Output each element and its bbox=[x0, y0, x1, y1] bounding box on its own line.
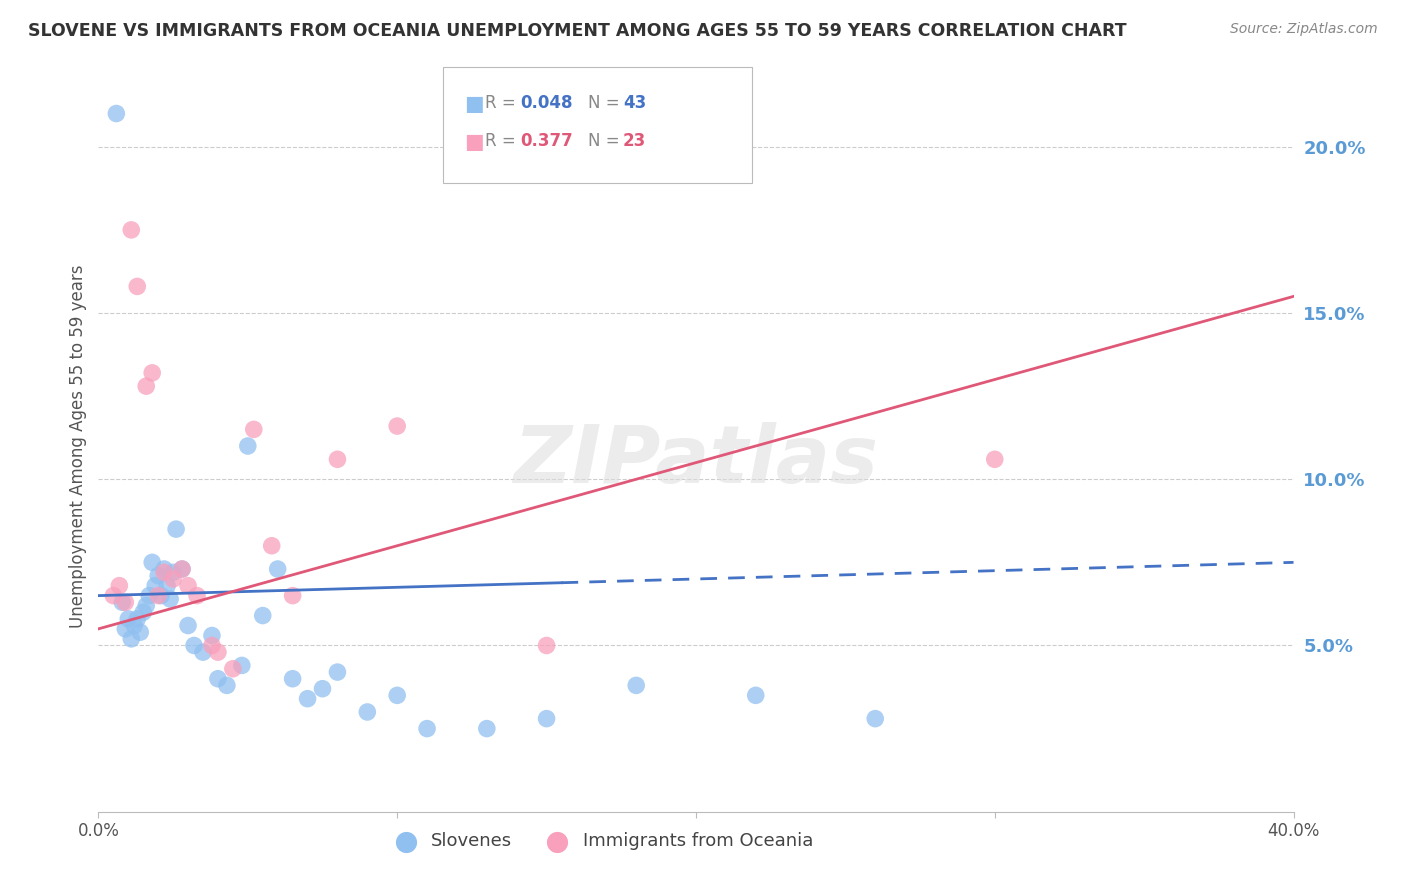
Text: ■: ■ bbox=[464, 132, 484, 152]
Point bbox=[124, 618, 146, 632]
Point bbox=[191, 645, 214, 659]
Point bbox=[207, 645, 229, 659]
Point bbox=[183, 639, 205, 653]
Point bbox=[132, 605, 155, 619]
Point bbox=[385, 419, 409, 434]
Text: 0.377: 0.377 bbox=[520, 132, 574, 150]
Text: SLOVENE VS IMMIGRANTS FROM OCEANIA UNEMPLOYMENT AMONG AGES 55 TO 59 YEARS CORREL: SLOVENE VS IMMIGRANTS FROM OCEANIA UNEMP… bbox=[28, 22, 1126, 40]
Point bbox=[177, 579, 200, 593]
Text: N =: N = bbox=[588, 132, 624, 150]
Point bbox=[114, 622, 136, 636]
Point bbox=[281, 672, 304, 686]
Point bbox=[326, 452, 349, 467]
Point bbox=[148, 589, 170, 603]
Point bbox=[536, 639, 558, 653]
Point bbox=[984, 452, 1007, 467]
Point bbox=[281, 589, 304, 603]
Text: 0.048: 0.048 bbox=[520, 94, 572, 112]
Text: N =: N = bbox=[588, 94, 624, 112]
Point bbox=[141, 366, 163, 380]
Point bbox=[416, 722, 439, 736]
Point bbox=[129, 625, 152, 640]
Point bbox=[120, 223, 142, 237]
Point bbox=[186, 589, 208, 603]
Y-axis label: Unemployment Among Ages 55 to 59 years: Unemployment Among Ages 55 to 59 years bbox=[69, 264, 87, 628]
Point bbox=[177, 618, 200, 632]
Point bbox=[267, 562, 290, 576]
Point bbox=[150, 589, 173, 603]
Point bbox=[385, 689, 409, 703]
Legend: Slovenes, Immigrants from Oceania: Slovenes, Immigrants from Oceania bbox=[381, 825, 820, 857]
Point bbox=[231, 658, 253, 673]
Point bbox=[222, 662, 245, 676]
Text: R =: R = bbox=[485, 94, 522, 112]
Point bbox=[120, 632, 142, 646]
Point bbox=[172, 562, 194, 576]
Point bbox=[297, 691, 319, 706]
Point bbox=[162, 566, 184, 580]
Point bbox=[252, 608, 274, 623]
Point bbox=[260, 539, 283, 553]
Point bbox=[143, 579, 166, 593]
Text: R =: R = bbox=[485, 132, 522, 150]
Point bbox=[201, 628, 224, 642]
Point bbox=[127, 612, 149, 626]
Point bbox=[108, 579, 131, 593]
Point bbox=[141, 555, 163, 569]
Text: Source: ZipAtlas.com: Source: ZipAtlas.com bbox=[1230, 22, 1378, 37]
Text: 43: 43 bbox=[623, 94, 647, 112]
Point bbox=[114, 595, 136, 609]
Point bbox=[207, 672, 229, 686]
Point bbox=[236, 439, 259, 453]
Point bbox=[135, 379, 157, 393]
Point bbox=[172, 562, 194, 576]
Point bbox=[138, 589, 160, 603]
Point bbox=[159, 591, 181, 606]
Text: ZIPatlas: ZIPatlas bbox=[513, 422, 879, 500]
Point bbox=[356, 705, 378, 719]
Point bbox=[626, 678, 648, 692]
Point bbox=[148, 568, 170, 582]
Point bbox=[117, 612, 139, 626]
Point bbox=[105, 106, 128, 120]
Point bbox=[135, 599, 157, 613]
Point bbox=[536, 712, 558, 726]
Point bbox=[165, 522, 187, 536]
Point bbox=[153, 566, 176, 580]
Text: 23: 23 bbox=[623, 132, 647, 150]
Point bbox=[103, 589, 125, 603]
Point bbox=[475, 722, 498, 736]
Point bbox=[111, 595, 134, 609]
Point bbox=[201, 639, 224, 653]
Point bbox=[127, 279, 149, 293]
Point bbox=[156, 579, 179, 593]
Point bbox=[326, 665, 349, 679]
Point bbox=[215, 678, 238, 692]
Point bbox=[243, 422, 266, 436]
Point bbox=[162, 572, 184, 586]
Point bbox=[311, 681, 333, 696]
Point bbox=[865, 712, 887, 726]
Text: ■: ■ bbox=[464, 94, 484, 113]
Point bbox=[153, 562, 176, 576]
Point bbox=[745, 689, 768, 703]
